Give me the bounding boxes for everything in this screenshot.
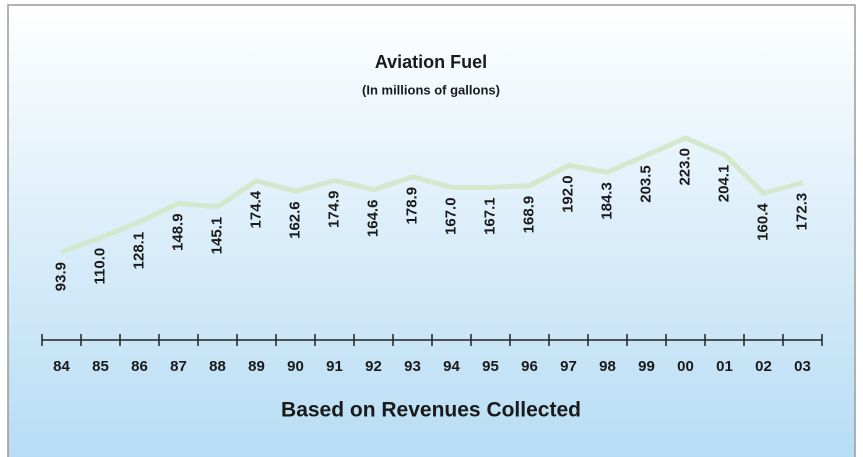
data-label: 162.6 — [286, 201, 303, 239]
x-tick-label: 93 — [404, 358, 421, 375]
data-label: 128.1 — [130, 232, 147, 270]
chart-title: Aviation Fuel — [375, 52, 487, 72]
data-label: 178.9 — [403, 187, 420, 225]
data-label: 160.4 — [754, 203, 771, 241]
x-tick-label: 03 — [794, 358, 811, 375]
x-tick-label: 86 — [131, 358, 148, 375]
data-label: 203.5 — [637, 165, 654, 203]
x-tick-label: 87 — [170, 358, 187, 375]
data-label: 174.9 — [325, 190, 342, 228]
x-tick-label: 91 — [326, 358, 343, 375]
x-tick-label: 01 — [716, 358, 733, 375]
x-tick-label: 97 — [560, 358, 577, 375]
x-tick-label: 84 — [53, 358, 70, 375]
data-label: 172.3 — [793, 193, 810, 231]
x-tick-label: 94 — [443, 358, 460, 375]
data-label: 184.3 — [598, 182, 615, 220]
x-tick-label: 85 — [92, 358, 109, 375]
x-tick-label: 99 — [638, 358, 655, 375]
x-tick-label: 96 — [521, 358, 538, 375]
data-label: 192.0 — [559, 175, 576, 213]
data-label: 174.4 — [247, 190, 264, 228]
x-tick-label: 89 — [248, 358, 265, 375]
data-label: 204.1 — [715, 165, 732, 203]
data-label: 110.0 — [91, 248, 108, 285]
x-tick-label: 88 — [209, 358, 226, 375]
data-label: 93.9 — [52, 262, 69, 291]
x-tick-label: 92 — [365, 358, 382, 375]
data-label: 164.6 — [364, 200, 381, 238]
x-tick-label: 02 — [755, 358, 772, 375]
data-label: 167.0 — [442, 197, 459, 235]
data-label: 145.1 — [208, 217, 225, 255]
line-series — [60, 135, 804, 255]
data-label: 223.0 — [676, 148, 693, 186]
x-axis-label: Based on Revenues Collected — [281, 399, 581, 422]
x-tick-label: 98 — [599, 358, 616, 375]
data-label: 168.9 — [520, 196, 537, 234]
x-tick-label: 90 — [287, 358, 304, 375]
chart-frame — [7, 4, 856, 457]
data-label: 167.1 — [481, 197, 498, 235]
data-label: 148.9 — [169, 213, 186, 251]
chart-subtitle: (In millions of gallons) — [362, 82, 500, 97]
x-tick-label: 00 — [677, 358, 694, 375]
x-tick-label: 95 — [482, 358, 499, 375]
